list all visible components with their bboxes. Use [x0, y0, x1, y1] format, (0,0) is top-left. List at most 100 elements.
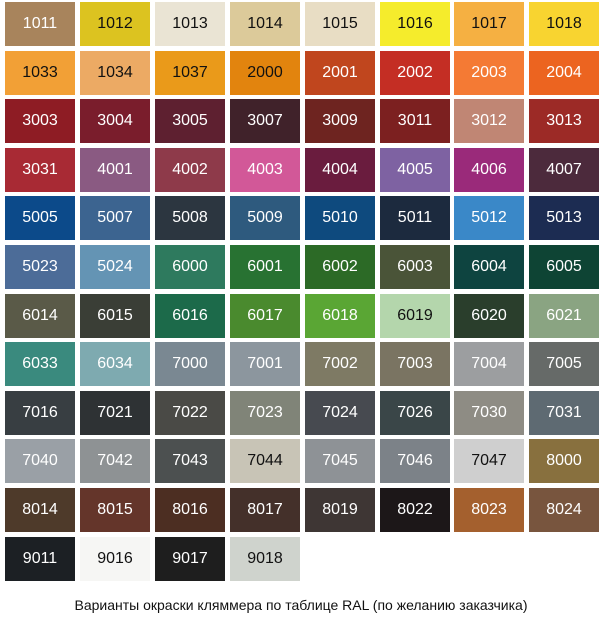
color-swatch-4001: 4001: [80, 148, 150, 192]
color-swatch-6021: 6021: [529, 294, 599, 338]
color-swatch-7042: 7042: [80, 439, 150, 483]
swatch-code: 7016: [22, 404, 58, 421]
color-swatch-1037: 1037: [155, 51, 225, 95]
swatch-code: 9017: [172, 550, 208, 567]
swatch-code: 8016: [172, 501, 208, 518]
color-swatch-3004: 3004: [80, 99, 150, 143]
color-swatch-1013: 1013: [155, 2, 225, 46]
color-swatch-5023: 5023: [5, 245, 75, 289]
color-swatch-7026: 7026: [380, 391, 450, 435]
swatch-code: 3004: [97, 112, 133, 129]
swatch-code: 7000: [172, 355, 208, 372]
swatch-code: 8017: [247, 501, 283, 518]
swatch-code: 7002: [322, 355, 358, 372]
color-swatch-5008: 5008: [155, 196, 225, 240]
color-swatch-8016: 8016: [155, 488, 225, 532]
color-swatch-1014: 1014: [230, 2, 300, 46]
color-swatch-7022: 7022: [155, 391, 225, 435]
swatch-code: 6018: [322, 307, 358, 324]
swatch-code: 3031: [22, 161, 58, 178]
swatch-code: 7001: [247, 355, 283, 372]
color-swatch-7000: 7000: [155, 342, 225, 386]
color-swatch-7044: 7044: [230, 439, 300, 483]
swatch-code: 7004: [471, 355, 507, 372]
swatch-code: 6004: [471, 258, 507, 275]
color-swatch-7047: 7047: [454, 439, 524, 483]
color-swatch-3031: 3031: [5, 148, 75, 192]
color-swatch-7040: 7040: [5, 439, 75, 483]
color-swatch-1034: 1034: [80, 51, 150, 95]
color-swatch-4002: 4002: [155, 148, 225, 192]
color-swatch-7045: 7045: [305, 439, 375, 483]
swatch-code: 5009: [247, 209, 283, 226]
swatch-code: 5024: [97, 258, 133, 275]
swatch-code: 9011: [22, 550, 58, 567]
swatch-code: 7042: [97, 452, 133, 469]
color-swatch-1011: 1011: [5, 2, 75, 46]
color-swatch-7005: 7005: [529, 342, 599, 386]
color-swatch-6019: 6019: [380, 294, 450, 338]
color-swatch-4003: 4003: [230, 148, 300, 192]
color-swatch-2002: 2002: [380, 51, 450, 95]
color-swatch-8015: 8015: [80, 488, 150, 532]
swatch-code: 6019: [397, 307, 433, 324]
color-swatch-7031: 7031: [529, 391, 599, 435]
color-swatch-9017: 9017: [155, 537, 225, 581]
color-swatch-7046: 7046: [380, 439, 450, 483]
color-swatch-1015: 1015: [305, 2, 375, 46]
swatch-code: 1037: [172, 64, 208, 81]
color-swatch-6017: 6017: [230, 294, 300, 338]
swatch-code: 7044: [247, 452, 283, 469]
swatch-code: 6005: [546, 258, 582, 275]
swatch-code: 6003: [397, 258, 433, 275]
color-swatch-4004: 4004: [305, 148, 375, 192]
swatch-code: 5008: [172, 209, 208, 226]
color-swatch-9018: 9018: [230, 537, 300, 581]
swatch-code: 6001: [247, 258, 283, 275]
color-swatch-5005: 5005: [5, 196, 75, 240]
swatch-code: 6034: [97, 355, 133, 372]
color-swatch-5009: 5009: [230, 196, 300, 240]
color-swatch-6003: 6003: [380, 245, 450, 289]
color-swatch-7004: 7004: [454, 342, 524, 386]
color-swatch-3012: 3012: [454, 99, 524, 143]
color-swatch-1016: 1016: [380, 2, 450, 46]
swatch-code: 8024: [546, 501, 582, 518]
color-swatch-7024: 7024: [305, 391, 375, 435]
swatch-code: 1013: [172, 15, 208, 32]
swatch-code: 7046: [397, 452, 433, 469]
color-swatch-7043: 7043: [155, 439, 225, 483]
color-swatch-1012: 1012: [80, 2, 150, 46]
color-swatch-7016: 7016: [5, 391, 75, 435]
color-swatch-6018: 6018: [305, 294, 375, 338]
swatch-code: 4004: [322, 161, 358, 178]
swatch-code: 7005: [546, 355, 582, 372]
color-swatch-2001: 2001: [305, 51, 375, 95]
swatch-code: 3005: [172, 112, 208, 129]
color-swatch-5013: 5013: [529, 196, 599, 240]
swatch-code: 2001: [322, 64, 358, 81]
color-swatch-8019: 8019: [305, 488, 375, 532]
swatch-code: 6002: [322, 258, 358, 275]
color-swatch-3013: 3013: [529, 99, 599, 143]
color-swatch-7002: 7002: [305, 342, 375, 386]
swatch-code: 8015: [97, 501, 133, 518]
swatch-code: 4006: [471, 161, 507, 178]
color-swatch-6015: 6015: [80, 294, 150, 338]
swatch-code: 3013: [546, 112, 582, 129]
color-swatch-2003: 2003: [454, 51, 524, 95]
color-swatch-3007: 3007: [230, 99, 300, 143]
swatch-code: 6000: [172, 258, 208, 275]
swatch-code: 9018: [247, 550, 283, 567]
swatch-code: 1016: [397, 15, 433, 32]
swatch-code: 4005: [397, 161, 433, 178]
color-swatch-7021: 7021: [80, 391, 150, 435]
swatch-code: 7045: [322, 452, 358, 469]
swatch-code: 8019: [322, 501, 358, 518]
swatch-code: 7023: [247, 404, 283, 421]
swatch-code: 2000: [247, 64, 283, 81]
color-swatch-8000: 8000: [529, 439, 599, 483]
swatch-code: 5011: [397, 209, 433, 226]
color-swatch-3005: 3005: [155, 99, 225, 143]
swatch-code: 5013: [546, 209, 582, 226]
